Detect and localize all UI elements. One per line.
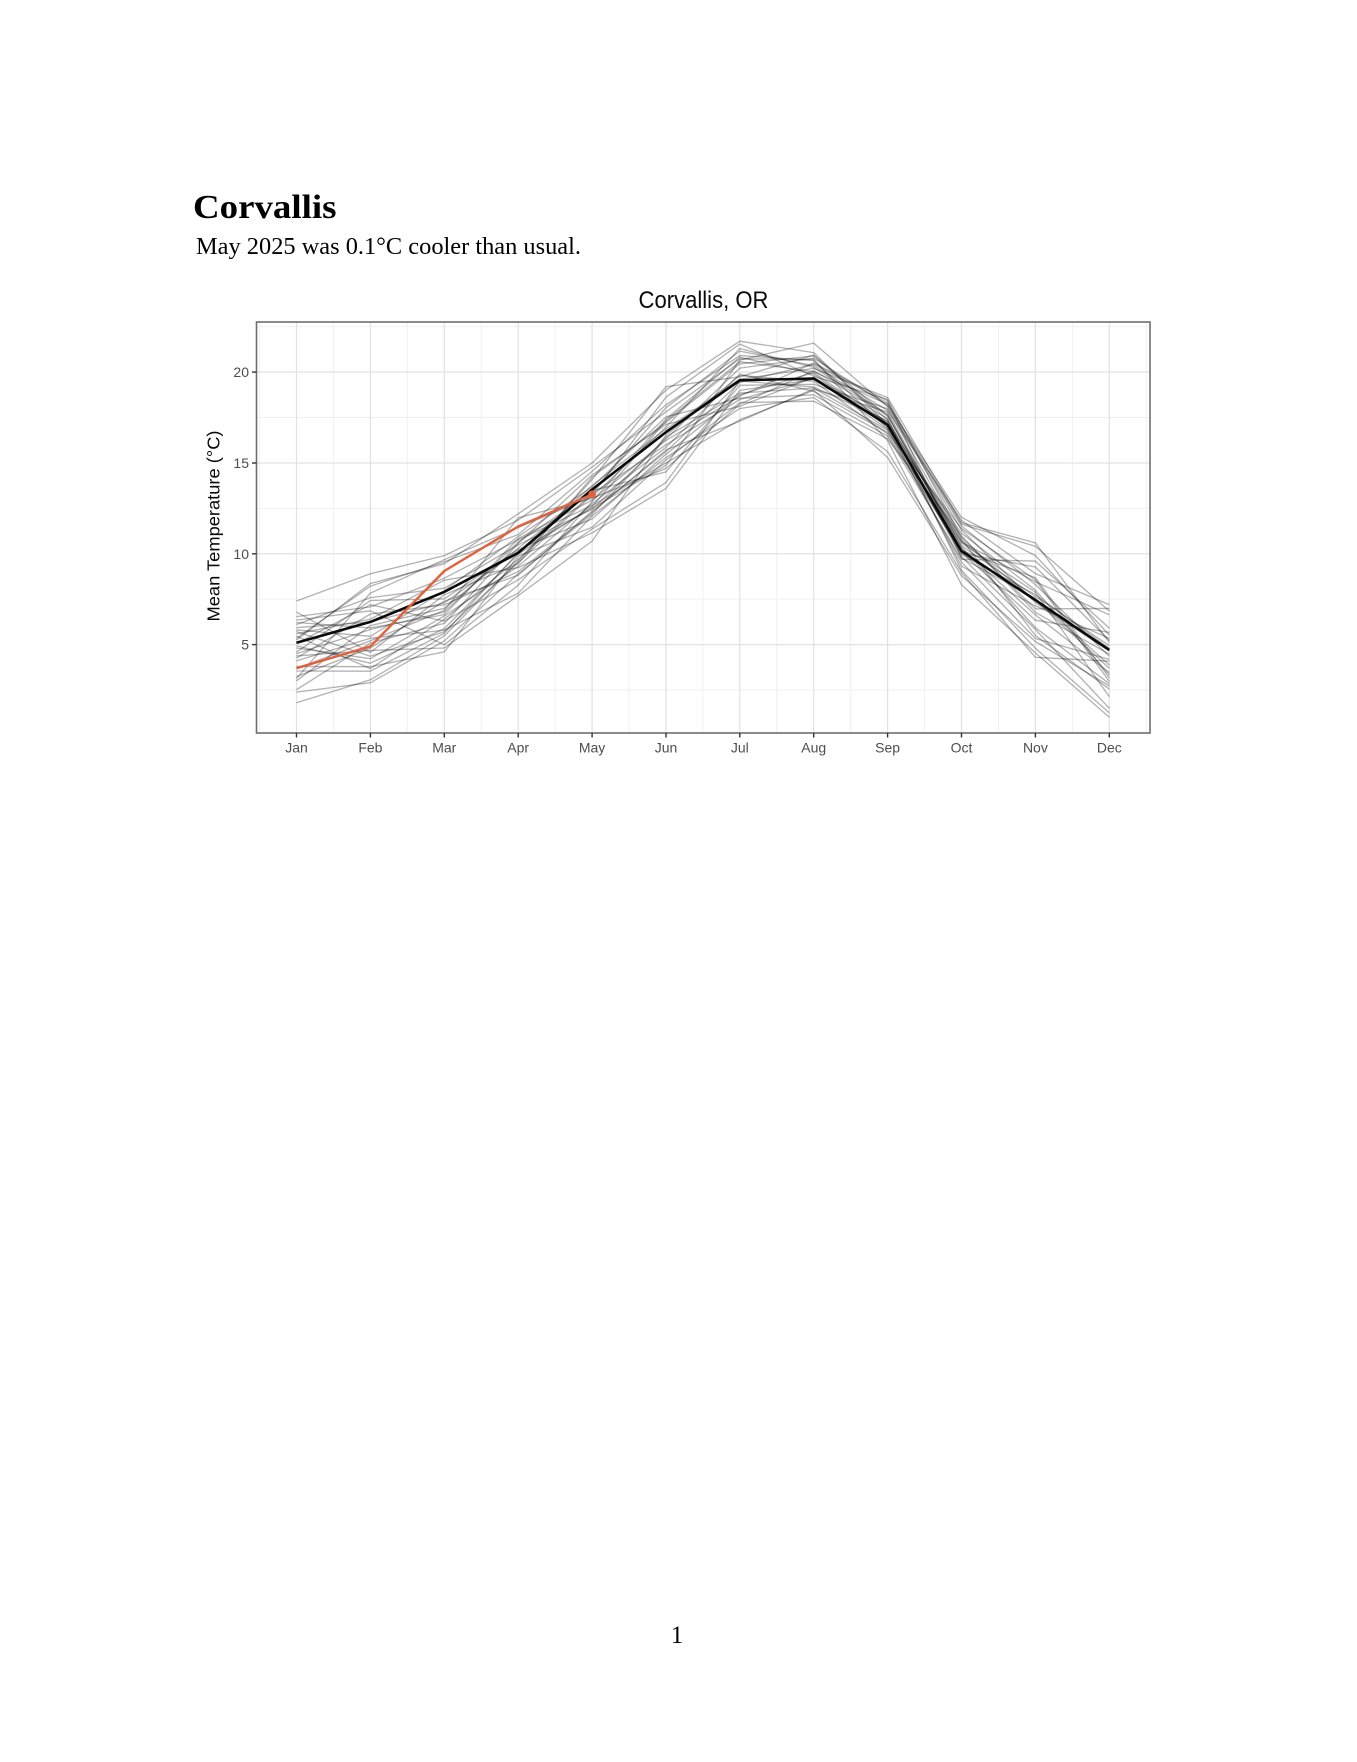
svg-text:Jun: Jun — [655, 740, 678, 756]
svg-text:Sep: Sep — [875, 740, 900, 756]
svg-text:20: 20 — [233, 364, 249, 380]
svg-text:Oct: Oct — [951, 740, 973, 756]
svg-text:Nov: Nov — [1023, 740, 1048, 756]
svg-text:Corvallis, OR: Corvallis, OR — [639, 287, 769, 314]
svg-text:Mean Temperature (°C): Mean Temperature (°C) — [204, 431, 224, 622]
svg-text:10: 10 — [233, 546, 249, 562]
svg-text:Corvallis: Corvallis — [193, 189, 337, 226]
svg-text:1: 1 — [671, 1622, 684, 1649]
svg-text:15: 15 — [233, 455, 249, 471]
svg-text:Jul: Jul — [731, 740, 749, 756]
svg-text:May 2025 was 0.1°C cooler than: May 2025 was 0.1°C cooler than usual. — [196, 233, 581, 260]
svg-text:Mar: Mar — [432, 740, 456, 756]
svg-text:May: May — [579, 740, 605, 756]
svg-text:5: 5 — [241, 637, 249, 653]
svg-text:Feb: Feb — [358, 740, 382, 756]
svg-text:Jan: Jan — [285, 740, 308, 756]
svg-text:Dec: Dec — [1097, 740, 1122, 756]
svg-text:Apr: Apr — [507, 740, 529, 756]
svg-text:Aug: Aug — [801, 740, 826, 756]
